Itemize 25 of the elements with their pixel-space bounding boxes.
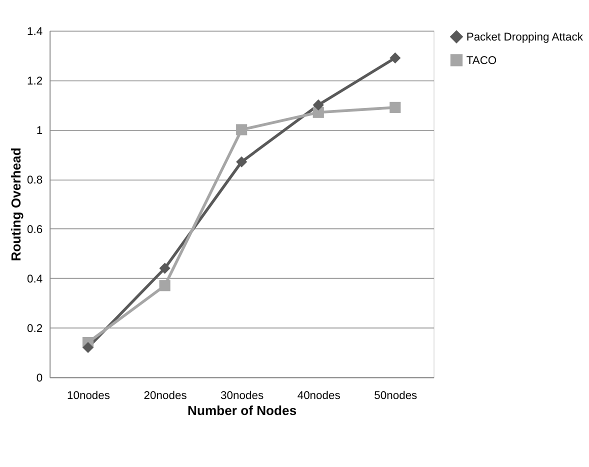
y-tick-label: 0.4 — [26, 273, 43, 286]
point — [159, 262, 170, 274]
y-tick-label: 0 — [36, 372, 43, 384]
legend-label: Packet Dropping Attack — [466, 32, 584, 44]
y-tick-label: 0.6 — [26, 224, 43, 236]
point — [236, 124, 248, 136]
point — [236, 156, 248, 168]
y-tick-label: 1 — [36, 124, 43, 137]
y-axis-title: Routing Overhead — [8, 148, 24, 262]
point — [312, 99, 324, 110]
x-tick-label: 50nodes — [374, 390, 418, 402]
x-tick-label: 10nodes — [66, 390, 110, 402]
x-tick-label: 20nodes — [144, 390, 188, 402]
point — [159, 280, 170, 292]
y-tick-label: 0.8 — [26, 174, 43, 186]
y-tick-label: 0.2 — [26, 322, 43, 335]
y-tick-label: 1.4 — [26, 26, 43, 38]
x-tick-label: 40nodes — [297, 390, 341, 402]
point — [82, 342, 94, 354]
x-axis-title: Number of Nodes — [188, 403, 297, 418]
point — [390, 102, 401, 113]
x-tick-label: 30nodes — [220, 390, 264, 402]
point — [390, 52, 401, 64]
y-tick-label: 1.2 — [26, 75, 43, 88]
legend-label: TACO — [466, 54, 497, 67]
